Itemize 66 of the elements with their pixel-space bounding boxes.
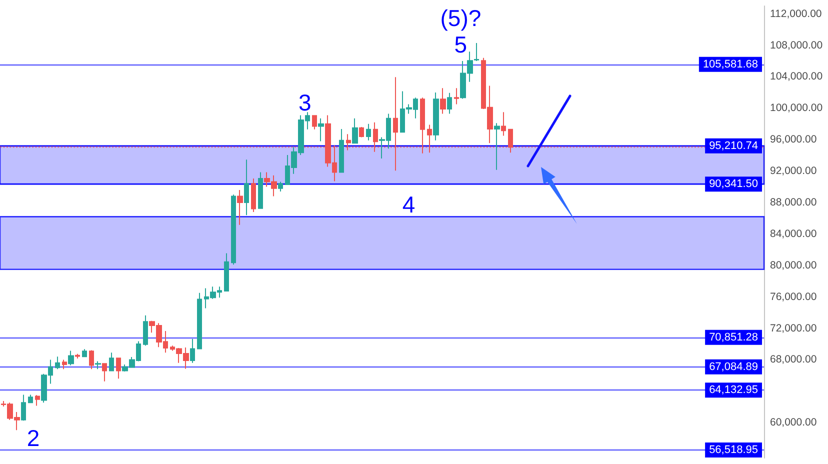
candlestick (318, 118, 324, 142)
candlestick (224, 252, 229, 292)
y-tick-label: 92,000.00 (770, 165, 817, 178)
candlestick (373, 122, 378, 152)
candlestick (143, 314, 148, 346)
candlestick (89, 350, 94, 370)
y-tick-label: 112,000.00 (770, 8, 822, 20)
y-tick-label: 72,000.00 (770, 322, 817, 334)
candlestick (359, 126, 364, 138)
y-tick-label: 104,000.00 (770, 70, 823, 83)
candlestick (339, 128, 344, 173)
candlestick (102, 363, 107, 382)
ref-line-label: 95,210.74 (709, 140, 758, 152)
candlestick (501, 112, 506, 136)
candlestick (116, 358, 121, 380)
ref-line-label: 70,851.28 (709, 331, 758, 344)
candlestick (433, 92, 439, 141)
candlestick (231, 194, 236, 266)
candlestick (393, 76, 398, 172)
y-tick-label: 96,000.00 (770, 134, 817, 146)
y-tick-label: 80,000.00 (770, 259, 817, 272)
candlestick (454, 88, 459, 105)
candlestick (75, 353, 80, 360)
candlestick (21, 394, 26, 422)
y-tick-label: 84,000.00 (770, 228, 817, 240)
candlestick (244, 159, 249, 216)
annotation: 4 (402, 191, 416, 218)
candlestick (28, 394, 33, 404)
candlestick (68, 350, 74, 366)
candlestick (251, 178, 256, 212)
ref-line-label: 105,581.68 (702, 58, 758, 70)
candlestick (190, 338, 195, 364)
candlestick (508, 128, 513, 154)
candlestick (312, 114, 317, 130)
candlestick (62, 359, 67, 370)
ref-line-label: 90,341.50 (709, 178, 758, 190)
candlestick (95, 360, 101, 370)
y-tick-label: 88,000.00 (770, 196, 817, 209)
candlestick (278, 181, 283, 192)
candlestick (366, 123, 371, 141)
candlestick (237, 189, 243, 226)
candlestick (35, 394, 40, 406)
candlestick (258, 172, 263, 210)
candlestick (197, 292, 202, 350)
y-tick-label: 76,000.00 (770, 290, 817, 303)
candlestick (352, 118, 358, 144)
annotation: 3 (298, 90, 312, 116)
ref-line-label: 64,132.95 (709, 384, 758, 396)
candlestick (346, 134, 351, 151)
annotation: 2 (26, 425, 40, 452)
annotation: 5 (454, 31, 468, 58)
candlestick (447, 92, 452, 114)
y-tick-label: 60,000.00 (770, 416, 817, 429)
ref-line-label: 56,518.95 (709, 444, 758, 456)
candlestick (420, 97, 425, 154)
candlestick (82, 348, 87, 358)
y-tick-label: 100,000.00 (770, 102, 823, 114)
ref-line-label: 67,084.89 (709, 360, 758, 373)
candlestick (440, 88, 446, 114)
candlestick (55, 356, 60, 370)
y-tick-label: 108,000.00 (770, 39, 823, 52)
candlestick (494, 122, 500, 170)
candlestick (427, 124, 432, 154)
candlestick (109, 352, 114, 372)
y-tick-label: 68,000.00 (770, 354, 817, 366)
annotation: (5)? (440, 4, 482, 31)
